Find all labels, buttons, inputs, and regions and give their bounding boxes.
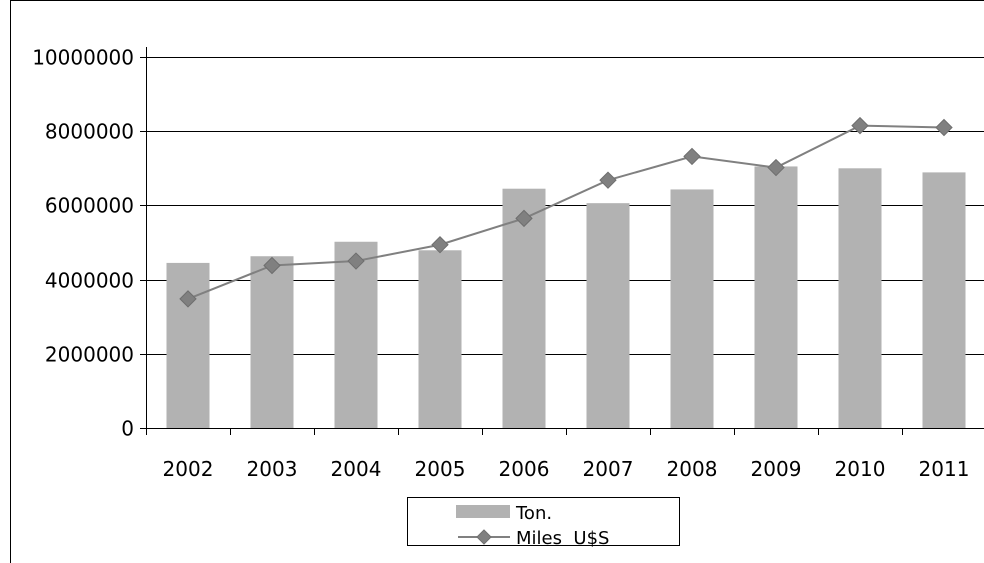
series-line — [187, 124, 945, 300]
x-tick-label: 2009 — [751, 457, 802, 481]
chart-area-border — [10, 0, 984, 563]
x-tick-label: 2010 — [835, 457, 886, 481]
y-tick-label: 0 — [121, 417, 134, 441]
bar — [754, 166, 798, 428]
legend-label-bar: Ton. — [515, 503, 552, 524]
data-point-marker — [767, 158, 785, 177]
x-tick-label: 2005 — [415, 457, 466, 481]
legend-swatch-bar — [456, 505, 510, 518]
bar — [250, 256, 294, 428]
y-tick-label: 4000000 — [45, 269, 134, 293]
data-point-marker — [263, 256, 281, 275]
data-point-marker — [851, 116, 869, 135]
x-tick-label: 2008 — [667, 457, 718, 481]
legend-box — [407, 497, 680, 546]
bar — [166, 262, 210, 428]
legend-swatch-marker — [476, 529, 492, 545]
bar — [502, 188, 546, 428]
x-tick-label: 2002 — [163, 457, 214, 481]
x-tick-label: 2011 — [919, 457, 970, 481]
x-tick-label: 2006 — [499, 457, 550, 481]
x-tick-label: 2003 — [247, 457, 298, 481]
bar — [838, 168, 882, 429]
data-point-marker — [347, 252, 365, 270]
x-tick-label: 2007 — [583, 457, 634, 481]
data-point-marker — [683, 147, 701, 166]
bar-series — [166, 166, 966, 429]
bar — [922, 172, 966, 428]
bar — [670, 189, 714, 428]
y-axis-tick-labels: 0 2000000 4000000 6000000 8000000 10000000 — [32, 46, 134, 441]
y-tick-label: 2000000 — [45, 343, 134, 367]
x-axis-tick-labels: 2002 2003 2004 2005 2006 2007 2008 2009 2010 2011 — [163, 457, 970, 481]
legend-label-line: Miles U$S — [516, 528, 609, 549]
bar — [586, 203, 630, 428]
y-tick-label: 8000000 — [45, 120, 134, 144]
bar — [334, 241, 378, 428]
bar — [418, 250, 462, 428]
axes — [146, 47, 984, 435]
legend: Ton. Miles U$S — [407, 497, 680, 549]
data-point-marker — [431, 236, 449, 254]
y-tick-label: 10000000 — [32, 46, 134, 70]
x-tick-label: 2004 — [331, 457, 382, 481]
data-point-marker — [179, 290, 197, 308]
data-point-marker — [599, 171, 617, 189]
data-point-marker — [935, 118, 953, 137]
data-point-marker — [515, 209, 533, 228]
line-series — [179, 116, 953, 308]
y-tick-label: 6000000 — [45, 194, 134, 218]
